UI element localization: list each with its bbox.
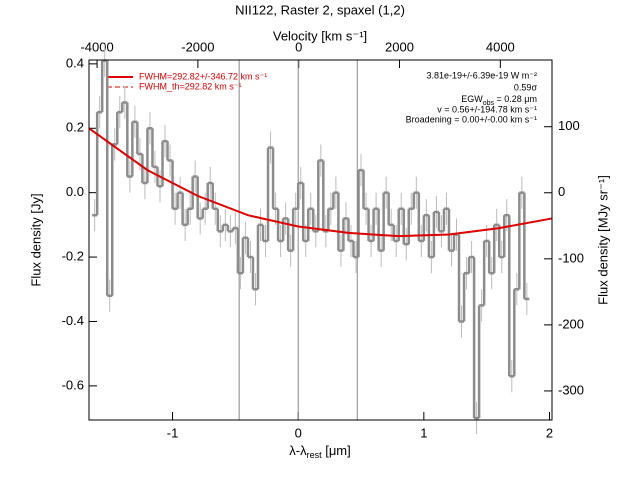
legend-label: FWHM_th=292.82 km s⁻¹ [139,81,242,91]
x2-label: Velocity [km s⁻¹] [273,28,367,43]
x-label-unit: [μm] [322,443,351,458]
tick-label: 1 [420,425,427,440]
tick-label: -300 [558,382,584,397]
y-label: Flux density [Jy] [28,193,43,286]
tick-label: 0.4 [66,55,84,70]
tick-label: 4000 [486,39,515,54]
annotation-sub: obs [483,100,495,107]
annotation: EGWobs = 0.28 μm [461,94,537,106]
tick-label: -2000 [181,39,214,54]
annotation-value: = 0.28 μm [494,94,537,104]
annotation: v = 0.56+/-194.78 km s⁻¹ [437,104,537,114]
tick-label: 100 [558,118,580,133]
fit-line [88,127,553,238]
tick-label: 0 [295,425,302,440]
tick-label: -4000 [80,39,113,54]
x-label-sub: rest [307,450,323,460]
tick-label: -1 [167,425,179,440]
tick-label: 2 [546,425,553,440]
y2-label: Flux density [MJy sr⁻¹] [595,175,610,305]
legend-label: FWHM=292.82+/-346.72 km s⁻¹ [139,71,267,81]
x-label: λ-λrest [μm] [289,443,351,460]
tick-label: -0.6 [62,377,84,392]
tick-label: -0.2 [62,249,84,264]
tick-label: 0 [295,39,302,54]
annotation: 3.81e-19+/-6.39e-19 W m⁻² [426,70,537,80]
tick-label: 0.2 [66,120,84,135]
tick-label: 0 [558,184,565,199]
tick-label: -200 [558,316,584,331]
tick-label: -0.4 [62,313,84,328]
annotation: 0.59σ [514,82,538,92]
tick-label: 2000 [385,39,414,54]
tick-label: 0.0 [66,184,84,199]
x-label-main: λ-λ [289,443,307,458]
plot-frame [88,59,553,421]
chart-title: NII122, Raster 2, spaxel (1,2) [235,2,405,17]
annotation-main: EGW [461,94,483,104]
tick-label: -100 [558,250,584,265]
annotation: Broadening = 0.00+/-0.00 km s⁻¹ [406,114,537,124]
